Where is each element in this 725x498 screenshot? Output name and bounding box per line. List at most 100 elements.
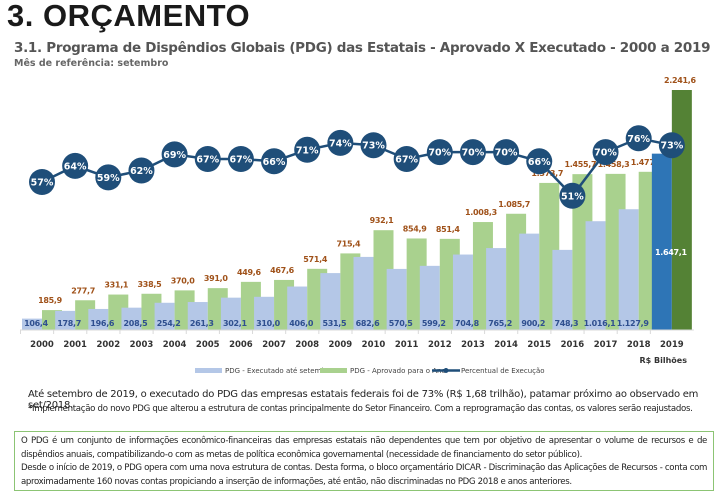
bar-executado — [220, 297, 241, 330]
data-label-executado: 261,3 — [190, 319, 214, 328]
execution-label: 66% — [528, 157, 551, 168]
execution-label: 59% — [97, 173, 120, 184]
x-tick-label: 2001 — [63, 340, 87, 350]
x-tick-label: 2003 — [130, 340, 154, 350]
data-label-executado: 900,2 — [521, 319, 545, 328]
bar-executado — [55, 310, 76, 330]
data-label-executado: 748,3 — [554, 319, 578, 328]
execution-label: 57% — [31, 178, 54, 189]
execution-label: 70% — [428, 148, 451, 159]
data-label-aprovado: 715,4 — [336, 239, 361, 248]
x-tick-label: 2007 — [262, 340, 286, 350]
data-label-executado: 208,5 — [124, 319, 149, 328]
bar-executado — [353, 256, 374, 330]
bar-executado — [154, 302, 175, 330]
data-label-executado: 310,0 — [256, 319, 281, 328]
data-label-aprovado: 1.477,5 — [631, 158, 664, 167]
x-tick-label: 2015 — [527, 340, 551, 350]
summary-note: Até setembro de 2019, o executado do PDG… — [28, 389, 699, 411]
execution-marker — [29, 169, 55, 195]
data-label-executado: 178,7 — [57, 319, 81, 328]
bars-layer: 106,4 185,9 178,7 277,7 196,6 331,1 208,5 338,5… — [22, 76, 697, 330]
execution-marker — [227, 146, 254, 172]
x-tick-label: 2005 — [196, 340, 220, 350]
execution-label: 70% — [462, 148, 485, 159]
bar-executado — [519, 233, 540, 330]
execution-label: 70% — [495, 148, 518, 159]
execution-label: 69% — [163, 150, 186, 161]
bar-executado — [254, 296, 275, 330]
execution-marker — [526, 148, 553, 175]
footnote: *Implementação do novo PDG que alterou a… — [28, 404, 693, 414]
data-label-aprovado: 851,4 — [436, 225, 461, 234]
x-tick-label: 2018 — [627, 340, 651, 350]
bar-executado — [618, 209, 639, 330]
legend-label-percentual: Percentual de Execução — [461, 367, 545, 375]
data-label-aprovado: 449,6 — [237, 268, 262, 277]
data-label-aprovado: 1.455,7 — [564, 160, 596, 169]
data-label-aprovado: 391,0 — [204, 274, 229, 283]
reference-month: Mês de referência: setembro — [14, 58, 169, 69]
data-label-executado: 406,0 — [289, 319, 314, 328]
page-title: 3. ORÇAMENTO — [7, 0, 251, 33]
info-paragraph-1: O PDG é um conjunto de informações econô… — [21, 436, 707, 460]
data-label-aprovado: 1.085,7 — [498, 200, 530, 209]
execution-label: 71% — [296, 145, 319, 156]
data-label-executado: 106,4 — [24, 319, 49, 328]
execution-label: 66% — [263, 157, 286, 168]
execution-marker — [393, 146, 420, 172]
execution-marker — [360, 132, 387, 159]
legend: PDG - Executado até setembro PDG - Aprova… — [195, 367, 545, 375]
bar-executado — [486, 248, 507, 330]
execution-marker — [62, 152, 89, 179]
chart-subtitle: 3.1. Programa de Dispêndios Globais (PDG… — [14, 40, 711, 56]
x-tick-label: 2016 — [561, 340, 585, 350]
bar-aprovado — [671, 90, 692, 330]
execution-marker — [327, 129, 354, 156]
bar-executado — [187, 302, 208, 330]
data-label-executado: 570,5 — [389, 319, 414, 328]
x-tick-label: 2000 — [30, 340, 54, 350]
bar-executado — [651, 153, 672, 330]
bar-executado — [287, 286, 308, 330]
x-axis: 2000 2001 2002 2003 2004 2005 2006 2007 2008 2009… — [20, 329, 694, 350]
data-label-aprovado: 338,5 — [138, 280, 163, 289]
execution-label: 67% — [230, 155, 253, 166]
info-box: O PDG é um conjunto de informações econô… — [14, 431, 714, 491]
bar-executado — [386, 268, 407, 330]
x-tick-label: 2011 — [395, 340, 419, 350]
bar-executado — [585, 221, 606, 330]
execution-marker — [161, 141, 188, 168]
data-label-executado: 196,6 — [90, 319, 115, 328]
execution-marker — [95, 164, 122, 191]
data-label-aprovado: 854,9 — [403, 224, 428, 233]
execution-marker — [625, 125, 652, 152]
execution-marker — [459, 139, 486, 166]
legend-marker-percentual — [443, 368, 449, 373]
data-label-aprovado: 277,7 — [71, 286, 95, 295]
execution-marker — [559, 182, 586, 209]
execution-label: 62% — [130, 166, 153, 177]
data-label-aprovado: 467,6 — [270, 266, 295, 275]
legend-label-aprovado: PDG - Aprovado para o Ano — [350, 367, 446, 375]
data-label-aprovado: 185,9 — [38, 296, 63, 305]
data-label-executado: 1.016,1 — [584, 319, 617, 328]
data-label-executado: 1.127,9 — [617, 319, 650, 328]
execution-line-layer: 57% 64% 59% 62% 69% 67% 67% 66% 71% 74% 73% 67% 70% 7… — [29, 125, 685, 209]
data-label-aprovado: 932,1 — [370, 216, 395, 225]
x-tick-label: 2014 — [494, 340, 518, 350]
data-label-executado: 765,2 — [488, 319, 512, 328]
legend-swatch-aprovado — [320, 368, 347, 373]
execution-label: 76% — [627, 134, 650, 145]
data-label-executado: 302,1 — [223, 319, 248, 328]
data-label-aprovado: 331,1 — [104, 281, 129, 290]
data-label-executado: 1.647,1 — [655, 248, 688, 257]
x-tick-label: 2019 — [660, 340, 684, 350]
execution-marker — [194, 146, 221, 172]
bar-executado — [452, 254, 473, 330]
data-label-executado: 599,2 — [422, 319, 446, 328]
x-tick-label: 2017 — [594, 340, 618, 350]
execution-marker — [658, 132, 685, 159]
data-label-aprovado: 370,0 — [171, 276, 196, 285]
x-tick-label: 2009 — [329, 340, 353, 350]
